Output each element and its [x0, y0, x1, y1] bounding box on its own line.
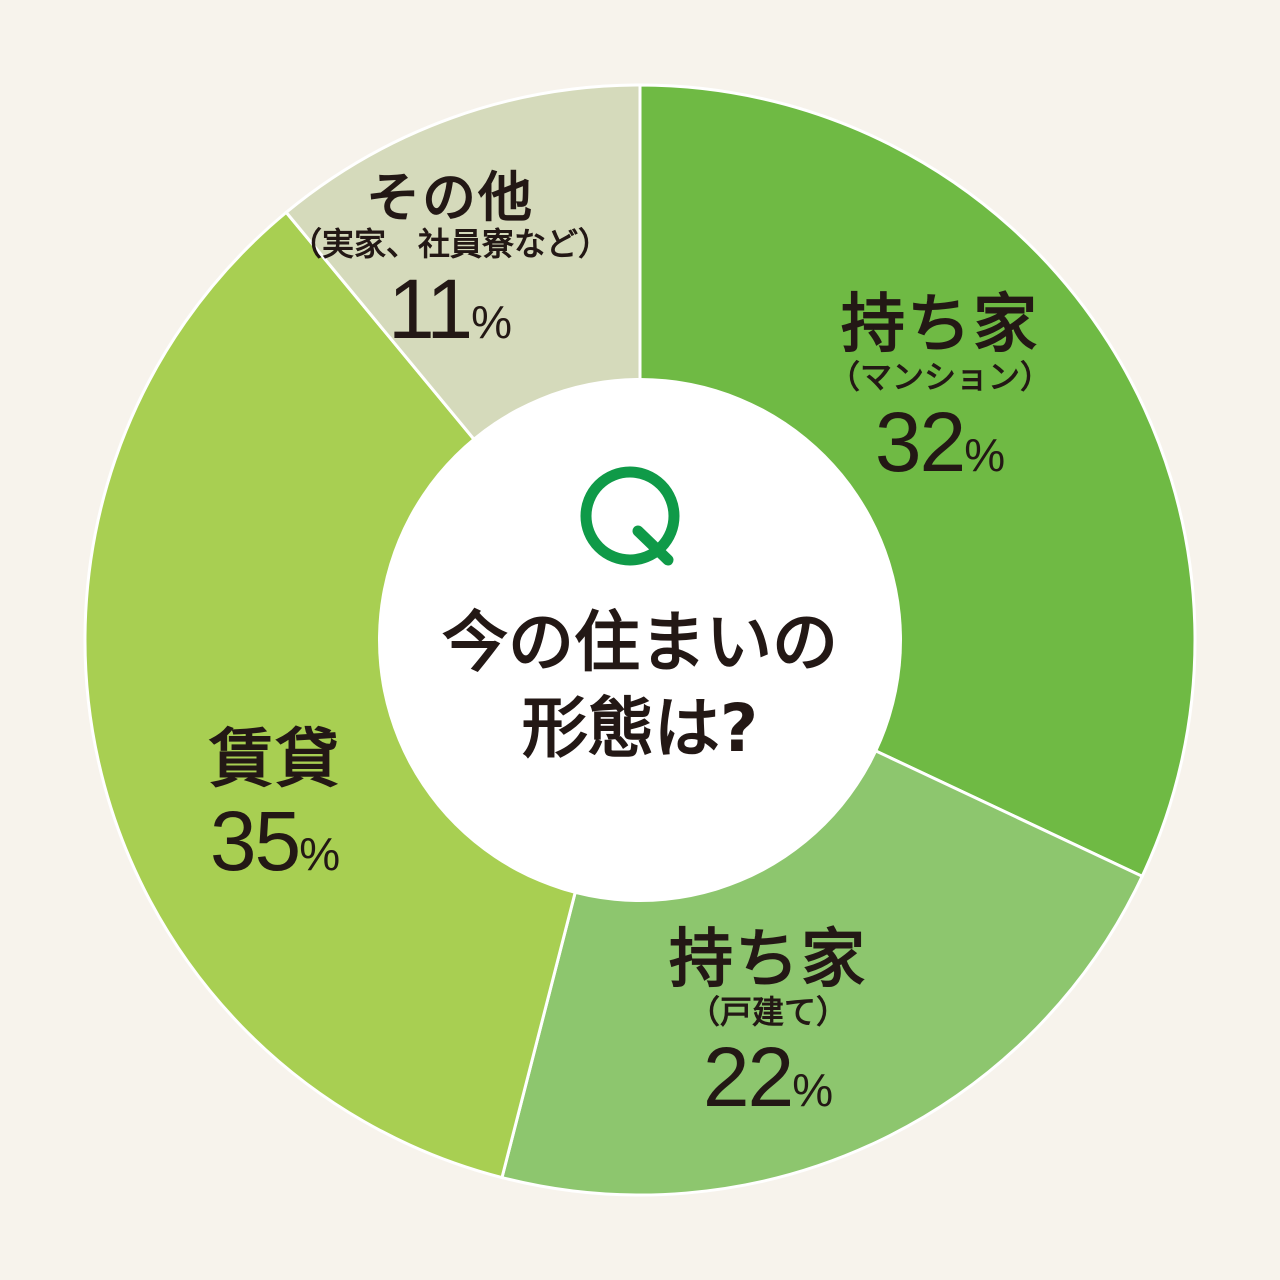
slice-title: 賃貸	[209, 723, 341, 797]
slice-subtitle: （マンション）	[827, 358, 1053, 397]
slice-label-other: その他 （実家、社員寮など） 11%	[290, 168, 610, 355]
question-line-2: 形態は?	[521, 689, 759, 767]
pie-slice-2	[83, 210, 642, 1180]
slice-subtitle: （実家、社員寮など）	[289, 225, 611, 264]
donut-hole	[378, 378, 902, 902]
slice-label-mansion: 持ち家 （マンション） 32%	[828, 290, 1052, 488]
slice-subtitle: （戸建て）	[687, 993, 848, 1032]
question-line-1: 今の住まいの	[442, 604, 838, 681]
slice-value: 35%	[209, 794, 341, 889]
q-icon	[580, 466, 680, 566]
slice-title: 持ち家	[669, 923, 867, 997]
slice-label-house: 持ち家 （戸建て） 22%	[669, 925, 867, 1123]
slice-label-rental: 賃貸 35%	[209, 725, 341, 888]
slice-title: その他	[365, 166, 534, 229]
slice-value: 11%	[387, 261, 513, 356]
slice-title: 持ち家	[840, 288, 1039, 362]
center-question: 今の住まいの 形態は?	[442, 600, 838, 772]
slice-value: 32%	[874, 394, 1006, 489]
slice-value: 22%	[702, 1029, 834, 1124]
